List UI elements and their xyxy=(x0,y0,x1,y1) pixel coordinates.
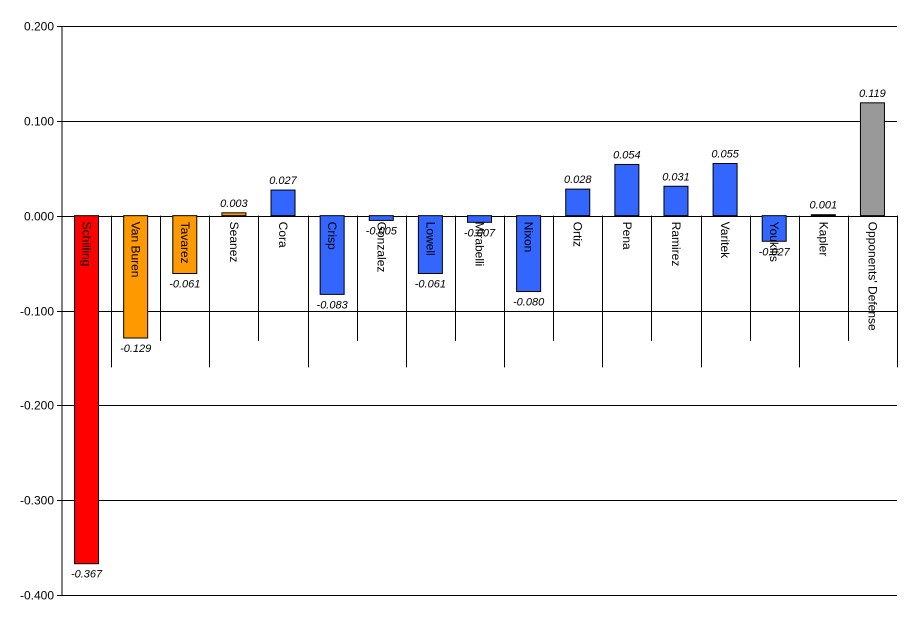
category-label: Ortiz xyxy=(571,222,585,247)
category-label: Pena xyxy=(620,222,634,250)
y-tick-label: -0.100 xyxy=(20,305,54,319)
bar xyxy=(859,102,885,217)
category-label: Tavarez xyxy=(178,222,192,264)
y-tick-label: 0.000 xyxy=(24,210,54,224)
category-label: Youkilis xyxy=(767,222,781,262)
category-label: Opponents' Defense xyxy=(865,222,879,331)
data-label: 0.119 xyxy=(859,88,886,100)
y-axis-ticks: 0.200 0.100 0.000 -0.100 -0.200 -0.300 -0.400 xyxy=(20,20,62,603)
data-label: 0.003 xyxy=(220,198,248,210)
bar xyxy=(516,215,542,293)
category-label: Nixon xyxy=(522,222,536,253)
labels: -0.367 Schilling -0.129 Van Buren -0.061 Tava… xyxy=(71,88,886,581)
bar xyxy=(368,215,394,221)
category-label: Varitek xyxy=(718,222,732,259)
category-label: Ramirez xyxy=(669,222,683,267)
bar xyxy=(123,215,149,339)
category-label: Gonzalez xyxy=(374,222,388,273)
data-label: -0.005 xyxy=(366,225,398,237)
bar xyxy=(172,215,198,275)
data-label: -0.367 xyxy=(71,569,103,581)
category-label: Mirabelli xyxy=(473,222,487,267)
bar xyxy=(319,215,345,295)
bar xyxy=(74,215,100,565)
category-label: Kapler xyxy=(816,222,830,257)
category-label: Schilling xyxy=(80,222,94,267)
category-label: Cora xyxy=(276,222,290,248)
bar xyxy=(614,163,640,217)
data-label: -0.027 xyxy=(759,246,791,258)
bars xyxy=(74,102,885,565)
data-label: -0.007 xyxy=(464,227,496,239)
y-tick-label: 0.100 xyxy=(24,115,54,129)
y-tick-label: -0.200 xyxy=(20,399,54,413)
data-label: 0.027 xyxy=(269,175,297,187)
bar xyxy=(712,163,738,217)
data-label: -0.083 xyxy=(317,299,349,311)
bar xyxy=(761,215,787,242)
gridlines xyxy=(62,26,897,596)
category-label: Crisp xyxy=(325,222,339,250)
y-tick-label: 0.200 xyxy=(24,20,54,34)
bar xyxy=(417,215,443,275)
bar xyxy=(221,212,247,217)
y-tick-label: -0.300 xyxy=(20,494,54,508)
category-label: Van Buren xyxy=(129,222,143,278)
bar xyxy=(270,189,296,217)
data-label: 0.054 xyxy=(613,149,641,161)
data-label: -0.080 xyxy=(513,297,545,309)
y-tick-label: -0.400 xyxy=(20,589,54,603)
bar xyxy=(565,188,591,217)
category-label: Seanez xyxy=(227,222,241,263)
data-label: -0.061 xyxy=(415,279,446,291)
bar xyxy=(810,214,836,217)
category-label: Lowell xyxy=(423,222,437,256)
category-separators xyxy=(111,215,898,368)
data-label: 0.055 xyxy=(711,149,739,161)
bar xyxy=(467,215,492,223)
data-label: -0.061 xyxy=(169,279,200,291)
data-label: 0.001 xyxy=(810,200,838,212)
data-label: 0.028 xyxy=(564,174,592,186)
data-label: -0.129 xyxy=(120,343,151,355)
bar xyxy=(663,185,689,217)
data-label: 0.031 xyxy=(662,171,690,183)
